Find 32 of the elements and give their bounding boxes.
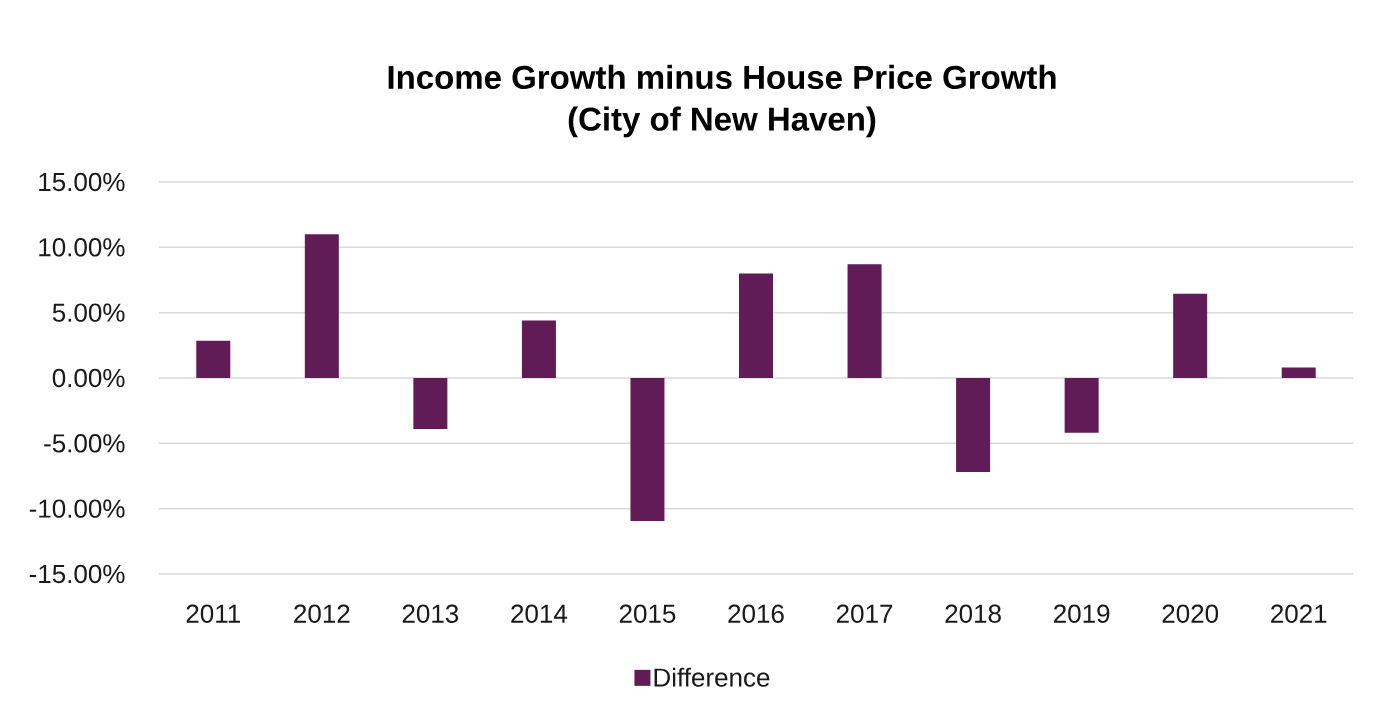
bar <box>847 264 882 378</box>
bar <box>739 273 773 378</box>
y-tick-label: -15.00% <box>29 564 125 584</box>
bar <box>1281 367 1316 378</box>
y-tick-label: 0.00% <box>52 368 125 388</box>
chart-title: Income Growth minus House Price Growth <box>388 64 1056 90</box>
y-tick-label: -10.00% <box>29 499 125 518</box>
x-tick-label: 2016 <box>728 604 784 623</box>
x-tick-label: 2017 <box>836 604 893 623</box>
x-tick-label: 2018 <box>945 604 1001 623</box>
x-tick-label: 2020 <box>1162 604 1219 623</box>
bar <box>1064 377 1099 433</box>
x-tick-label: 2014 <box>511 604 568 623</box>
bar <box>1173 293 1208 378</box>
y-tick-label: 15.00% <box>39 172 125 192</box>
chart-subtitle: (City of New Haven) <box>568 106 876 138</box>
bar <box>413 377 448 429</box>
bar <box>304 234 339 378</box>
x-tick-label: 2015 <box>619 604 676 623</box>
x-tick-label: 2021 <box>1271 604 1327 623</box>
x-tick-label: 2012 <box>294 604 350 623</box>
legend-label: Difference <box>654 667 770 687</box>
x-tick-label: 2019 <box>1054 604 1110 623</box>
bar <box>521 320 556 378</box>
bar <box>956 377 991 473</box>
y-tick-label: 10.00% <box>39 238 125 257</box>
x-tick-label: 2013 <box>402 604 459 623</box>
x-tick-label: 2011 <box>186 604 240 623</box>
y-tick-label: 5.00% <box>52 303 125 322</box>
bar <box>630 377 665 522</box>
bar <box>196 340 231 378</box>
y-tick-label: -5.00% <box>44 434 125 453</box>
